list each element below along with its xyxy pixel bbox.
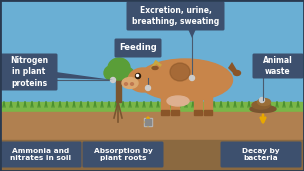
Ellipse shape	[150, 65, 160, 70]
Ellipse shape	[125, 83, 127, 85]
Polygon shape	[56, 72, 113, 80]
Bar	[145, 119, 151, 125]
Bar	[171, 96, 179, 114]
Ellipse shape	[152, 67, 158, 69]
Circle shape	[146, 86, 150, 90]
Text: Absorption by
plant roots: Absorption by plant roots	[94, 148, 152, 161]
FancyBboxPatch shape	[1, 54, 57, 90]
Bar	[0, 102, 304, 112]
Ellipse shape	[167, 96, 189, 106]
FancyBboxPatch shape	[1, 141, 81, 168]
Bar	[161, 96, 169, 114]
Ellipse shape	[233, 70, 240, 76]
Ellipse shape	[120, 68, 134, 81]
FancyBboxPatch shape	[253, 54, 303, 78]
FancyBboxPatch shape	[126, 2, 224, 30]
Bar	[144, 118, 152, 126]
Text: Nitrogen
in plant
proteins: Nitrogen in plant proteins	[10, 56, 48, 88]
Polygon shape	[188, 29, 196, 38]
FancyBboxPatch shape	[220, 141, 302, 168]
Circle shape	[260, 97, 264, 102]
Ellipse shape	[130, 83, 133, 85]
Ellipse shape	[110, 70, 128, 80]
Ellipse shape	[108, 58, 130, 78]
Polygon shape	[228, 62, 238, 74]
Bar	[171, 110, 179, 115]
Bar	[116, 75, 121, 102]
Ellipse shape	[170, 63, 190, 81]
Text: Excretion, urine,
breathing, sweating: Excretion, urine, breathing, sweating	[132, 6, 219, 26]
Ellipse shape	[250, 106, 276, 113]
Circle shape	[189, 76, 195, 81]
Bar	[204, 110, 212, 115]
Circle shape	[110, 77, 116, 82]
Ellipse shape	[104, 66, 118, 80]
Text: Animal
waste: Animal waste	[263, 56, 293, 76]
Bar	[161, 110, 169, 115]
Text: Ammonia and
nitrates in soil: Ammonia and nitrates in soil	[10, 148, 71, 161]
Text: Feeding: Feeding	[119, 43, 157, 52]
Ellipse shape	[252, 101, 270, 109]
Ellipse shape	[257, 98, 271, 106]
Ellipse shape	[137, 59, 233, 101]
FancyBboxPatch shape	[82, 141, 164, 168]
Polygon shape	[144, 56, 152, 57]
Circle shape	[136, 74, 140, 78]
Bar	[0, 140, 304, 171]
Polygon shape	[143, 68, 162, 88]
Bar	[204, 96, 212, 114]
Ellipse shape	[122, 77, 138, 89]
Bar	[194, 110, 202, 115]
Bar	[0, 112, 304, 140]
Ellipse shape	[128, 68, 158, 92]
FancyBboxPatch shape	[115, 38, 161, 57]
Bar	[0, 0, 304, 102]
Text: Decay by
bacteria: Decay by bacteria	[242, 148, 280, 161]
Circle shape	[136, 75, 139, 76]
Bar	[194, 96, 202, 114]
